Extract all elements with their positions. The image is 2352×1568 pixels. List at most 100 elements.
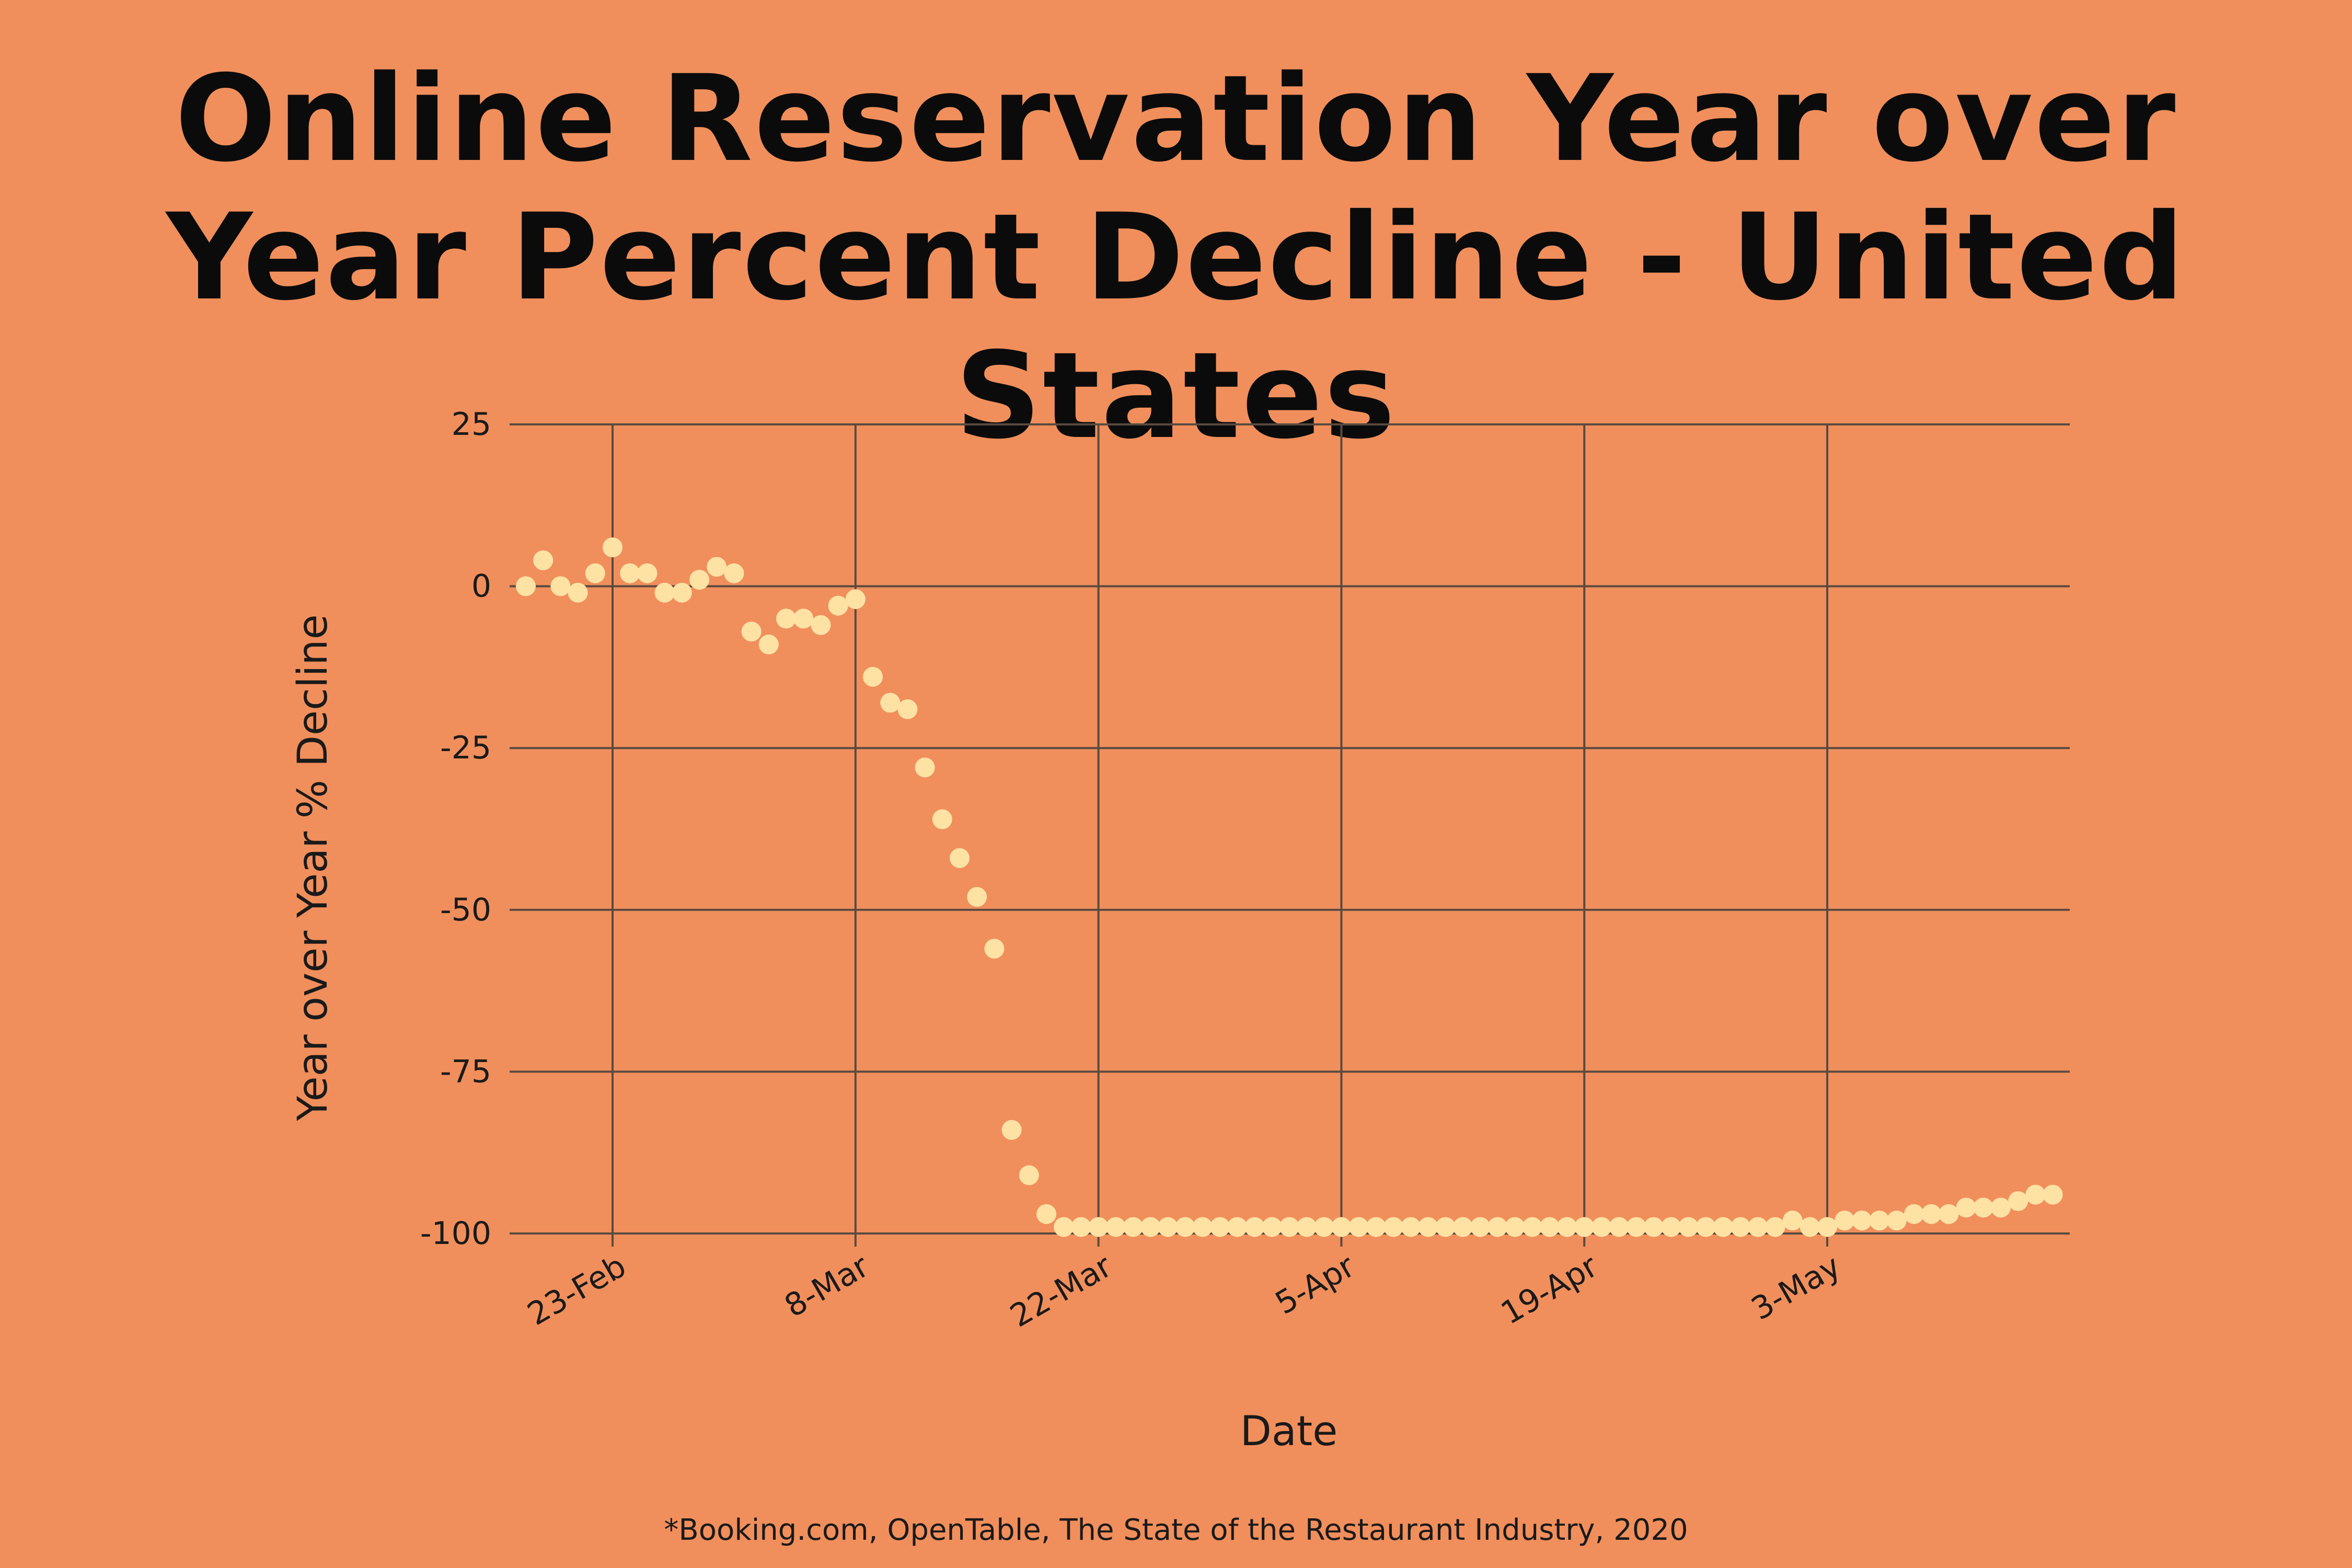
data-point <box>1401 1217 1421 1237</box>
data-point <box>724 563 744 583</box>
data-point <box>1279 1217 1299 1237</box>
data-point <box>897 699 918 719</box>
data-point <box>1592 1217 1612 1237</box>
data-point <box>2008 1191 2028 1212</box>
data-point <box>1782 1210 1803 1231</box>
data-point <box>1210 1217 1230 1237</box>
y-tick-label: -25 <box>440 730 491 766</box>
data-point <box>1765 1217 1785 1237</box>
data-point <box>1696 1217 1716 1237</box>
data-point <box>1661 1217 1681 1237</box>
data-point <box>1644 1217 1664 1237</box>
data-point <box>1574 1217 1595 1237</box>
data-point <box>1366 1217 1386 1237</box>
data-point <box>932 809 952 829</box>
x-axis-title: Date <box>1240 1408 1338 1455</box>
data-point <box>1973 1197 1993 1218</box>
chart-title: Online Reservation Year over Year Percen… <box>0 50 2352 465</box>
data-point <box>1800 1217 1820 1237</box>
data-point <box>1071 1217 1091 1237</box>
x-tick-label: 19-Apr <box>1495 1248 1604 1332</box>
data-point <box>880 693 901 713</box>
data-point <box>707 557 727 577</box>
data-point <box>1019 1165 1039 1185</box>
data-point <box>1297 1217 1317 1237</box>
data-point <box>1886 1210 1907 1231</box>
data-point <box>585 563 605 583</box>
data-point <box>1435 1217 1456 1237</box>
y-tick-label: 0 <box>471 568 491 605</box>
data-point <box>915 757 935 778</box>
data-point <box>1088 1217 1109 1237</box>
data-point <box>967 887 987 907</box>
data-point <box>1123 1217 1143 1237</box>
data-point <box>1522 1217 1542 1237</box>
data-point <box>793 608 814 629</box>
data-point <box>1175 1217 1195 1237</box>
data-points <box>516 537 2063 1237</box>
data-point <box>603 537 622 558</box>
data-point <box>533 550 554 571</box>
data-point <box>1869 1210 1889 1231</box>
data-point <box>637 563 658 583</box>
data-point <box>1452 1217 1473 1237</box>
data-point <box>758 635 779 655</box>
y-tick-label: -100 <box>420 1215 491 1252</box>
data-point <box>1731 1217 1750 1237</box>
data-point <box>1331 1217 1352 1237</box>
x-tick-label: 22-Mar <box>1004 1248 1118 1334</box>
data-point <box>1904 1204 1924 1224</box>
data-point <box>1835 1210 1855 1231</box>
data-point <box>1036 1204 1056 1224</box>
x-tick-label: 8-Mar <box>778 1248 875 1324</box>
y-axis-ticks: 25 0 -25 -50 -75 -100 <box>420 406 491 1252</box>
data-point <box>516 576 536 596</box>
data-point <box>1348 1217 1369 1237</box>
x-axis-ticks: 23-Feb 8-Mar 22-Mar 5-Apr 19-Apr 3-May <box>522 1248 1847 1334</box>
data-point <box>1713 1217 1733 1237</box>
y-tick-label: -50 <box>440 892 491 928</box>
data-point <box>1105 1217 1126 1237</box>
data-point <box>1505 1217 1525 1237</box>
data-point <box>1956 1197 1976 1218</box>
data-point <box>1227 1217 1248 1237</box>
data-point <box>1626 1217 1646 1237</box>
data-point <box>689 570 709 590</box>
data-point <box>1192 1217 1213 1237</box>
data-point <box>568 582 588 603</box>
y-tick-label: -75 <box>440 1053 491 1090</box>
data-point <box>845 589 866 609</box>
data-point <box>811 615 831 635</box>
data-point <box>1418 1217 1438 1237</box>
chart-title-line-1: Online Reservation Year over <box>175 49 2177 188</box>
data-point <box>1852 1210 1872 1231</box>
x-tick-label: 5-Apr <box>1269 1248 1361 1322</box>
x-tick-label: 3-May <box>1745 1248 1847 1328</box>
data-point <box>550 576 571 596</box>
data-point <box>1244 1217 1265 1237</box>
data-point <box>863 666 883 687</box>
data-point <box>2025 1184 2046 1205</box>
data-point <box>672 582 692 603</box>
data-point <box>1921 1204 1942 1224</box>
data-point <box>1748 1217 1768 1237</box>
data-point <box>1609 1217 1629 1237</box>
data-point <box>984 939 1005 959</box>
data-point <box>1054 1217 1074 1237</box>
data-point <box>1314 1217 1334 1237</box>
data-point <box>1383 1217 1403 1237</box>
data-point <box>1470 1217 1490 1237</box>
data-point <box>1939 1204 1959 1224</box>
data-point <box>1001 1120 1022 1140</box>
chart-title-line-2: Year Percent Decline - United States <box>166 188 2186 465</box>
data-point <box>1262 1217 1282 1237</box>
data-point <box>950 848 970 868</box>
data-point <box>1140 1217 1161 1237</box>
data-point <box>2043 1184 2063 1205</box>
grid-lines <box>510 423 2070 1247</box>
x-tick-label: 23-Feb <box>522 1248 632 1333</box>
data-point <box>1817 1217 1837 1237</box>
data-point <box>741 621 762 642</box>
y-axis-title: Year over Year % Decline <box>290 614 337 1121</box>
